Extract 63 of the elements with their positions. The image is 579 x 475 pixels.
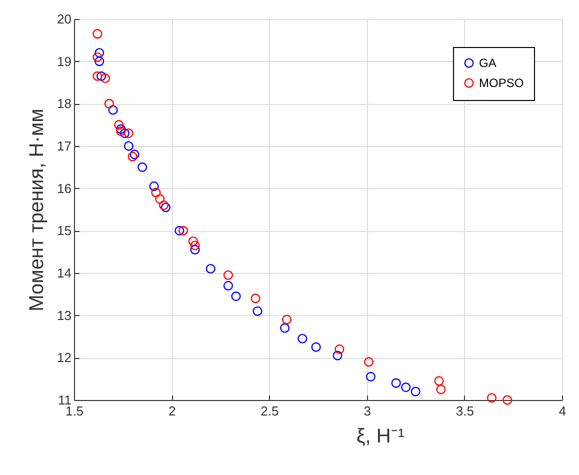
point <box>311 342 321 352</box>
point <box>223 270 233 280</box>
y-tick-label: 17 <box>57 138 72 154</box>
point <box>94 56 104 66</box>
x-tick-label: 2 <box>168 404 176 418</box>
point <box>486 393 497 403</box>
point <box>190 244 200 254</box>
point <box>502 395 512 405</box>
point <box>401 382 411 392</box>
point <box>366 372 376 382</box>
point <box>100 73 110 84</box>
point <box>92 29 102 39</box>
y-tick-label: 16 <box>57 180 72 196</box>
point <box>92 71 102 81</box>
point <box>436 384 446 394</box>
y-tick-label: 18 <box>57 96 72 112</box>
point <box>190 240 200 250</box>
point <box>94 48 104 58</box>
point <box>149 181 159 191</box>
point <box>160 202 171 212</box>
point <box>206 264 216 274</box>
x-axis-title: ξ, Н⁻¹ <box>356 426 405 448</box>
x-tick-label: 3.5 <box>456 404 474 418</box>
x-tick-label: 4 <box>558 404 566 418</box>
point <box>410 386 420 396</box>
point <box>155 194 165 204</box>
point <box>223 280 233 290</box>
y-tick-label: 12 <box>57 350 72 366</box>
point <box>108 105 118 115</box>
y-tick-label: 13 <box>57 308 72 323</box>
point <box>332 350 342 360</box>
point <box>159 200 169 210</box>
point <box>124 141 134 151</box>
point <box>151 188 161 198</box>
point <box>92 52 102 62</box>
point <box>252 306 262 316</box>
point <box>280 323 290 333</box>
y-tick-label: 20 <box>57 12 72 26</box>
point <box>104 98 114 108</box>
point <box>96 71 106 81</box>
point <box>298 334 308 344</box>
point <box>364 357 374 367</box>
point <box>282 314 292 324</box>
point <box>174 226 184 236</box>
point <box>120 128 130 138</box>
x-tick-label: 2.5 <box>260 404 279 418</box>
point <box>391 378 401 388</box>
x-tick-label: 3 <box>364 404 371 418</box>
legend-label: GA <box>479 56 496 70</box>
point <box>178 226 188 236</box>
y-tick-label: 15 <box>57 223 72 238</box>
y-tick-label: 19 <box>57 54 72 69</box>
point <box>250 294 260 304</box>
point <box>334 344 344 354</box>
point <box>231 292 241 302</box>
y-tick-label: 14 <box>57 266 72 280</box>
point <box>188 236 198 246</box>
legend-label: MOPSO <box>479 76 524 90</box>
point <box>114 120 124 130</box>
point <box>138 162 148 172</box>
point <box>434 376 444 386</box>
y-axis-title: Момент трения, Н·мм <box>26 108 48 312</box>
point <box>124 128 134 138</box>
